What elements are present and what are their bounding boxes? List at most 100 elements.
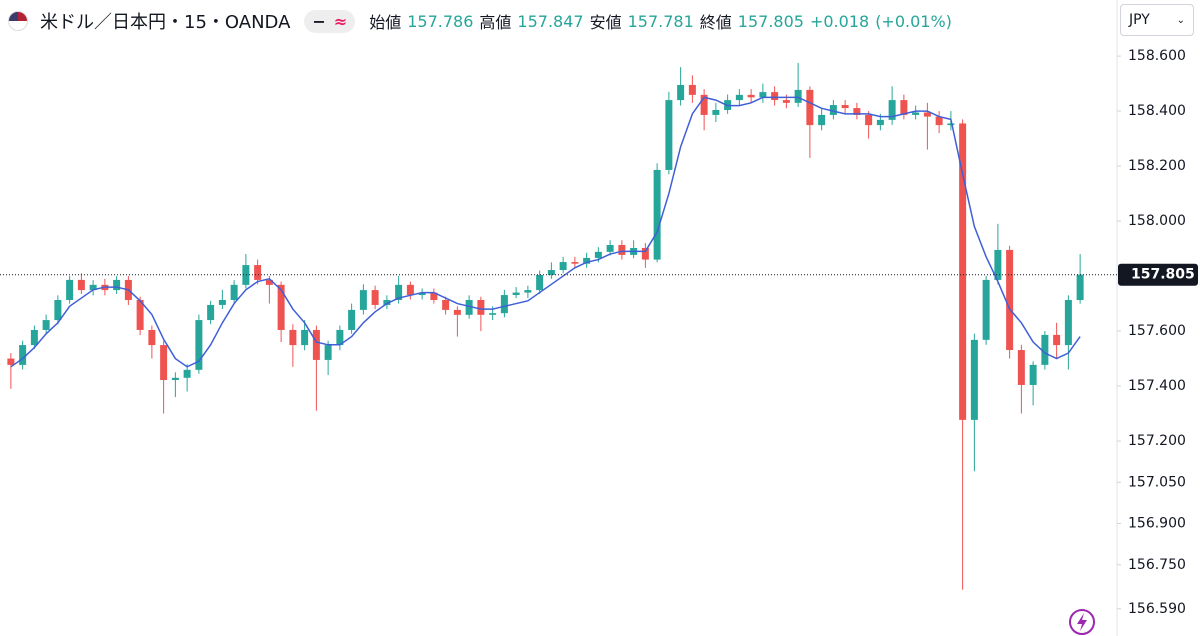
flash-icon[interactable]	[1069, 609, 1095, 635]
candle-body	[477, 299, 485, 315]
candle-body	[759, 92, 767, 98]
candle-body	[865, 114, 873, 126]
candle-body	[406, 284, 414, 296]
candle-body	[277, 284, 285, 330]
candle-body	[359, 290, 367, 310]
y-tick-label: 158.400	[1128, 103, 1186, 119]
candle-body	[982, 279, 990, 340]
candle-body	[959, 123, 967, 420]
moving-average	[10, 96, 1081, 368]
candle-body	[912, 112, 920, 115]
candle-body	[876, 119, 884, 126]
candle-body	[818, 114, 826, 126]
y-tick-label: 157.400	[1128, 378, 1186, 394]
change-pct: (+0.01%)	[875, 11, 952, 31]
toggle[interactable]: − ≈	[304, 9, 356, 33]
candle-body	[829, 105, 837, 115]
y-tick-label: 156.750	[1128, 557, 1186, 573]
low-value: 157.781	[627, 11, 694, 31]
y-tick-label: 157.050	[1128, 474, 1186, 490]
candle-body	[30, 329, 38, 346]
candle-body	[641, 248, 649, 260]
candle-body	[888, 100, 896, 120]
candle-body	[7, 358, 15, 365]
candle-body	[594, 251, 602, 258]
candle-body	[54, 299, 62, 321]
candle-body	[265, 279, 273, 285]
symbol[interactable]: 米ドル／日本円・15・OANDA	[40, 12, 291, 33]
candle-body	[771, 92, 779, 101]
candle-body	[900, 100, 908, 115]
candle-body	[1053, 334, 1061, 346]
candle-body	[77, 279, 85, 291]
candle-body	[782, 100, 790, 103]
candle-body	[524, 290, 532, 293]
candle-body	[230, 284, 238, 300]
candle-body	[371, 290, 379, 305]
close-value: 157.805	[737, 11, 804, 31]
candle-body	[853, 108, 861, 115]
candle-body	[794, 89, 802, 103]
currency: JPY	[1129, 12, 1150, 28]
candle-body	[218, 299, 226, 305]
candle-body	[383, 299, 391, 305]
candle-body	[571, 262, 579, 264]
candle-body	[207, 304, 215, 321]
candle-body	[324, 345, 332, 360]
candle-body	[1041, 334, 1049, 365]
candle-body	[183, 369, 191, 378]
currency-select[interactable]: JPY ⌄	[1120, 4, 1194, 36]
candle-body	[735, 94, 743, 101]
candle-body	[242, 265, 250, 285]
candle-body	[289, 329, 297, 346]
candle-body	[171, 377, 179, 381]
candle-body	[547, 270, 555, 275]
y-tick-label: 156.900	[1128, 516, 1186, 532]
candle-body	[430, 292, 438, 300]
last-price-tag	[1118, 263, 1198, 286]
candle-body	[700, 94, 708, 115]
candle-body	[1006, 249, 1014, 351]
candle-body	[618, 244, 626, 255]
open-label: 始値	[369, 13, 402, 32]
candle-body	[348, 309, 356, 330]
candle-body	[841, 105, 849, 109]
y-tick-label: 157.600	[1128, 323, 1186, 339]
candle-body	[536, 274, 544, 291]
y-tick-label: 157.200	[1128, 433, 1186, 449]
candle-body	[1017, 350, 1025, 385]
y-tick-label: 158.600	[1128, 48, 1186, 64]
change: +0.018	[809, 11, 870, 31]
candle-body	[395, 284, 403, 300]
candle-body	[442, 299, 450, 310]
legend: 米ドル／日本円・15・OANDA − ≈ 始値 157.786 高値 157.847 …	[8, 8, 952, 34]
close-label: 終値	[699, 13, 732, 32]
candle-body	[301, 329, 309, 346]
candle-body	[1064, 299, 1072, 346]
candle-body	[1029, 364, 1037, 385]
candle-body	[583, 257, 591, 264]
open-value: 157.786	[407, 11, 474, 31]
candle-body	[559, 262, 567, 271]
candle-body	[312, 329, 320, 360]
candle-body	[336, 329, 344, 346]
candle-body	[688, 84, 696, 95]
y-tick-label: 156.590	[1128, 601, 1186, 617]
candle-body	[665, 100, 673, 170]
candle-body	[677, 84, 685, 101]
candle-body	[923, 112, 931, 117]
candle-body	[254, 265, 262, 280]
candle-body	[160, 345, 168, 381]
candle-body	[195, 320, 203, 370]
y-tick-label: 158.200	[1128, 158, 1186, 174]
candle-body	[994, 249, 1002, 280]
candle-body	[653, 169, 661, 260]
high-label: 高値	[479, 13, 512, 32]
candle-body	[806, 89, 814, 126]
candle-body	[465, 299, 473, 315]
candle-body	[1076, 274, 1084, 300]
candle-body	[606, 244, 614, 252]
low-label: 安値	[589, 13, 622, 32]
